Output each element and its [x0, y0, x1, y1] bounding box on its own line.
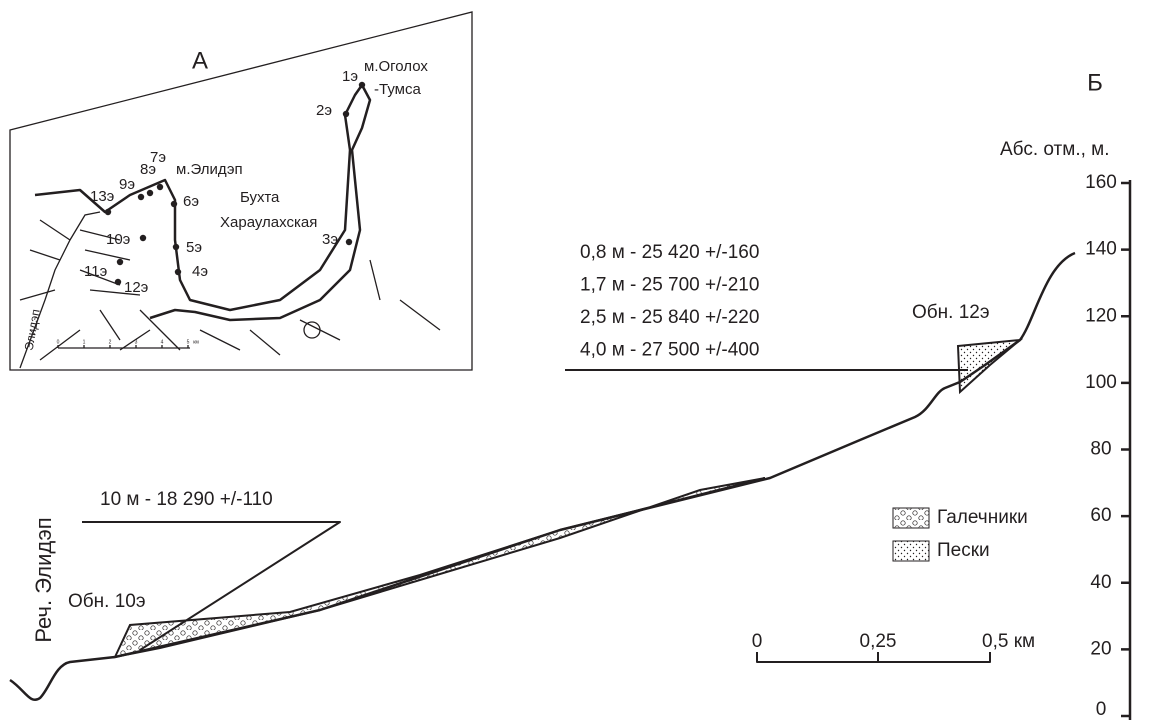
sand-lens — [956, 338, 1024, 395]
sample-label: 2э — [316, 102, 332, 119]
map-scale-label: 1 — [83, 339, 86, 345]
sample-label: 10э — [106, 231, 131, 248]
legend-label: Пески — [937, 540, 990, 561]
river-label: Реч. Элидэп — [31, 517, 56, 642]
map-scale-label: 5 — [187, 339, 190, 345]
sample-label: 13э — [90, 188, 115, 205]
coastline — [34, 83, 372, 322]
bay-label: Хараулахская — [220, 214, 317, 231]
map-scale-label: км — [193, 339, 199, 345]
y-tick-label: 160 — [1085, 172, 1117, 193]
sample-point — [174, 268, 182, 276]
map-scale-label: 0 — [57, 339, 60, 345]
sample-label: 7э — [150, 149, 166, 166]
map-scale-label: 3 — [135, 339, 138, 345]
y-tick-label: 40 — [1090, 572, 1111, 593]
scale-label: 0,25 — [860, 631, 897, 652]
scale-label: 0,5 км — [982, 631, 1035, 652]
cape-label: -Тумса — [374, 81, 421, 98]
scale-label: 0 — [752, 631, 763, 652]
river-label: Элидэп — [22, 308, 43, 352]
sample-label: 8э — [140, 161, 156, 178]
y-tick-label: 80 — [1090, 439, 1111, 460]
y-tick-label: 60 — [1090, 505, 1111, 526]
date-label: 0,8 м - 25 420 +/-160 — [580, 242, 759, 263]
sample-point — [146, 189, 154, 197]
cape-label: м.Оголох — [364, 58, 428, 75]
sample-point — [345, 238, 353, 246]
sample-point — [358, 81, 366, 89]
sample-point — [170, 200, 178, 208]
bay-label: Бухта — [240, 189, 280, 206]
outcrop-label: Обн. 12э — [912, 302, 990, 323]
scale-bar — [756, 652, 991, 663]
legend-label: Галечники — [937, 507, 1028, 528]
sample-point — [104, 208, 112, 216]
legend-swatch — [892, 507, 930, 529]
sample-label: 11э — [84, 263, 108, 280]
panel-label: А — [192, 47, 208, 74]
legend-swatch — [892, 540, 930, 562]
sample-point — [137, 193, 145, 201]
panel-label: Б — [1087, 69, 1103, 96]
sample-point — [156, 183, 164, 191]
sample-point — [114, 278, 122, 286]
date-label: 4,0 м - 27 500 +/-400 — [580, 340, 759, 361]
map-scale-label: 4 — [161, 339, 164, 345]
y-tick-label: 120 — [1085, 305, 1117, 326]
rivers — [19, 211, 441, 369]
profile — [9, 251, 1076, 701]
y-tick-label: 20 — [1090, 638, 1111, 659]
date-label: 10 м - 18 290 +/-110 — [100, 489, 273, 510]
axis-title: Абс. отм., м. — [1000, 139, 1110, 160]
y-tick-label: 140 — [1085, 239, 1117, 260]
y-tick-label: 100 — [1085, 372, 1117, 393]
date-label: 1,7 м - 25 700 +/-210 — [580, 275, 759, 296]
sample-label: 5э — [186, 239, 202, 256]
map-frame — [9, 11, 473, 371]
sample-point — [172, 243, 180, 251]
date-label: 2,5 м - 25 840 +/-220 — [580, 307, 759, 328]
profile-panel: Б Абс. отм., м. 0,8 м - 25 420 +/-160 1,7… — [9, 69, 1132, 720]
sample-point — [342, 110, 350, 118]
sample-label: 1э — [342, 68, 358, 85]
leader-line — [82, 521, 341, 651]
sample-label: 4э — [192, 263, 208, 280]
lake — [303, 321, 321, 339]
sample-point — [139, 234, 147, 242]
sample-label: 6э — [183, 193, 199, 210]
sample-point — [116, 258, 124, 266]
outcrop-label: Обн. 10э — [68, 591, 146, 612]
cape-label: м.Элидэп — [176, 161, 243, 178]
y-tick-label: 0 — [1096, 699, 1107, 720]
map-scale-label: 2 — [109, 339, 112, 345]
sample-label: 9э — [119, 176, 135, 193]
sample-label: 12э — [124, 279, 149, 296]
sample-label: 3э — [322, 231, 338, 248]
